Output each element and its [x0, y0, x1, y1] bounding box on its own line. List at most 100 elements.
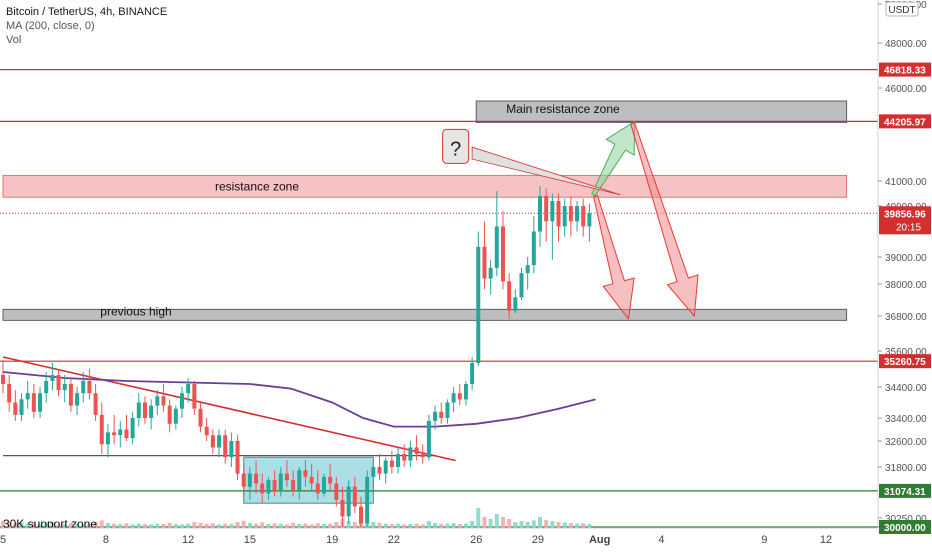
candle-body[interactable] [19, 399, 24, 415]
candle-body[interactable] [155, 396, 160, 406]
candle-body[interactable] [38, 393, 43, 412]
zone-rect-3[interactable] [243, 456, 374, 504]
callout-box[interactable] [442, 128, 470, 164]
candle-body[interactable] [463, 384, 468, 400]
candle-body[interactable] [210, 435, 215, 448]
candle-body[interactable] [50, 375, 55, 381]
candle-body[interactable] [396, 454, 401, 467]
candle-body[interactable] [180, 393, 185, 409]
candle-body[interactable] [136, 402, 141, 419]
candle-body[interactable] [291, 480, 296, 491]
candle-body[interactable] [513, 297, 518, 311]
candle-body[interactable] [173, 408, 178, 424]
candle-body[interactable] [303, 470, 308, 477]
candle-body[interactable] [538, 196, 543, 232]
candle-body[interactable] [334, 483, 339, 500]
candle-body[interactable] [433, 411, 438, 421]
candle-body[interactable] [278, 473, 283, 491]
candle-body[interactable] [266, 480, 271, 494]
candle-body[interactable] [31, 393, 36, 412]
symbol-title[interactable]: Bitcoin / TetherUS, 4h, BINANCE [6, 6, 168, 18]
candle-body[interactable] [260, 483, 265, 494]
candle-body[interactable] [359, 506, 364, 524]
price-badge[interactable] [879, 520, 931, 534]
candle-body[interactable] [149, 405, 154, 418]
candle-body[interactable] [482, 246, 487, 279]
candle-body[interactable] [112, 432, 117, 436]
candle-body[interactable] [575, 206, 580, 222]
candle-body[interactable] [62, 384, 67, 391]
candle-body[interactable] [124, 429, 129, 439]
candle-body[interactable] [130, 418, 135, 439]
candle-body[interactable] [7, 384, 12, 403]
candle-body[interactable] [142, 402, 147, 419]
candle-body[interactable] [470, 363, 475, 384]
candle-body[interactable] [81, 381, 86, 394]
candle-body[interactable] [217, 435, 222, 448]
price-badge[interactable] [879, 354, 931, 369]
candle-body[interactable] [284, 473, 289, 481]
candle-body[interactable] [531, 231, 536, 266]
moving-average-line[interactable] [2, 371, 596, 428]
candle-body[interactable] [365, 476, 370, 524]
candle-body[interactable] [340, 499, 345, 517]
candle-body[interactable] [56, 375, 61, 391]
candle-body[interactable] [377, 467, 382, 474]
candle-body[interactable] [105, 432, 110, 445]
candle-body[interactable] [247, 473, 252, 487]
candle-body[interactable] [99, 414, 104, 445]
zone-rect-2[interactable] [2, 308, 848, 321]
candle-body[interactable] [587, 213, 592, 227]
candle-body[interactable] [581, 206, 586, 227]
candle-body[interactable] [402, 454, 407, 461]
trendline-0[interactable] [2, 356, 456, 462]
price-badge[interactable] [879, 62, 931, 77]
candle-body[interactable] [68, 384, 73, 406]
candle-body[interactable] [525, 265, 530, 274]
arrow-up[interactable] [591, 120, 636, 197]
zone-rect-1[interactable] [2, 174, 848, 198]
candle-body[interactable] [500, 226, 505, 282]
candle-body[interactable] [198, 408, 203, 427]
candle-body[interactable] [204, 426, 209, 436]
candle-body[interactable] [272, 480, 277, 491]
candle-body[interactable] [254, 473, 259, 484]
candle-body[interactable] [118, 429, 123, 436]
candle-body[interactable] [445, 402, 450, 419]
price-badge[interactable] [879, 114, 931, 129]
candle-body[interactable] [167, 405, 172, 424]
candle-body[interactable] [352, 486, 357, 507]
ma-legend[interactable]: MA (200, close, 0) [6, 20, 95, 32]
candle-body[interactable] [550, 201, 555, 222]
candle-body[interactable] [439, 411, 444, 418]
candle-body[interactable] [457, 393, 462, 400]
candle-body[interactable] [451, 393, 456, 403]
candle-body[interactable] [328, 476, 333, 484]
candle-body[interactable] [161, 396, 166, 406]
candle-body[interactable] [309, 476, 314, 484]
candle-body[interactable] [371, 467, 376, 477]
candle-body[interactable] [414, 447, 419, 455]
candle-body[interactable] [507, 281, 512, 311]
arrow-down[interactable] [630, 122, 699, 318]
candle-body[interactable] [562, 206, 567, 227]
candle-body[interactable] [241, 473, 246, 487]
candle-body[interactable] [25, 393, 30, 400]
candle-body[interactable] [87, 381, 92, 394]
candle-body[interactable] [346, 486, 351, 517]
candle-body[interactable] [556, 201, 561, 227]
zone-rect-0[interactable] [475, 100, 848, 123]
candle-body[interactable] [75, 393, 80, 406]
candle-body[interactable] [389, 460, 394, 468]
candle-body[interactable] [476, 246, 481, 363]
candle-body[interactable] [519, 273, 524, 298]
candle-body[interactable] [568, 206, 573, 222]
candle-body[interactable] [229, 441, 234, 458]
candle-body[interactable] [186, 384, 191, 394]
candle-body[interactable] [426, 420, 431, 458]
candle-body[interactable] [235, 441, 240, 474]
candle-body[interactable] [297, 470, 302, 491]
candle-body[interactable] [223, 435, 228, 458]
currency-badge[interactable] [885, 1, 919, 17]
